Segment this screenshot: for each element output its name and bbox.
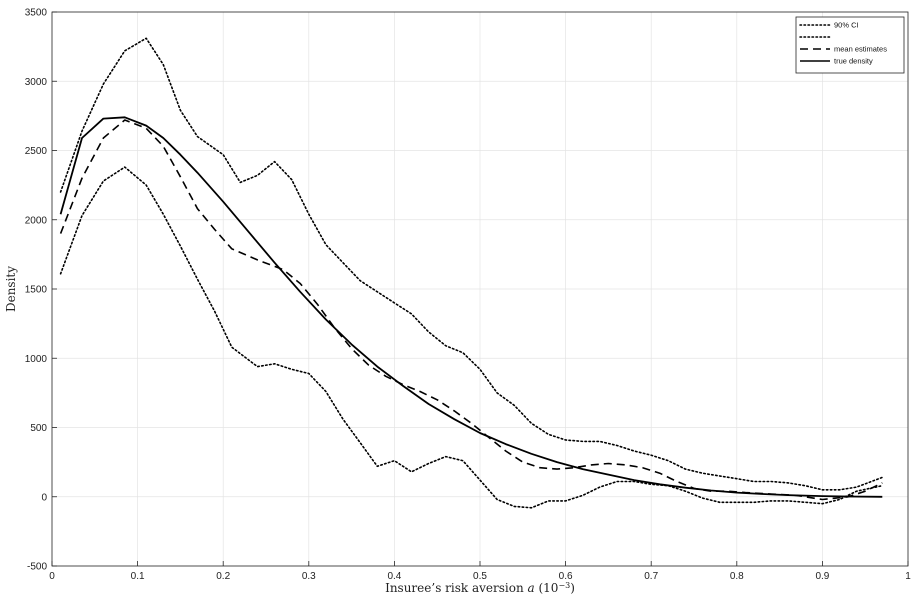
x-tick-label: 0.2 [216, 571, 230, 582]
x-axis-ticks: 0 0.1 0.2 0.3 0.4 0.5 0.6 0.7 0.8 0.9 1 [49, 561, 911, 582]
x-tick-label: 0.4 [387, 571, 401, 582]
y-tick-label: 3000 [25, 77, 48, 88]
x-tick-label: 0.6 [559, 571, 573, 582]
legend-label: 90% CI [834, 21, 859, 30]
x-tick-label: 0.8 [730, 571, 744, 582]
y-axis-ticks: -500 0 500 1000 1500 2000 2500 3000 3500 [25, 8, 57, 573]
y-tick-label: 1000 [25, 354, 48, 365]
x-tick-label: 0 [49, 571, 55, 582]
y-tick-label: 2000 [25, 215, 48, 226]
y-tick-label: 3500 [25, 8, 48, 19]
legend: 90% CI mean estimates true density [795, 16, 905, 74]
y-axis-title: Density [4, 266, 18, 312]
x-axis-title: Insuree’s risk aversion a (10−3) [385, 581, 575, 596]
y-tick-label: -500 [27, 562, 47, 573]
legend-box [795, 16, 905, 74]
legend-label: mean estimates [834, 45, 887, 54]
x-axis-title-exponent: −3 [558, 581, 570, 590]
x-axis-title-unit: (10 [535, 581, 559, 595]
series-line-2 [59, 166, 884, 509]
x-tick-label: 0.1 [131, 571, 145, 582]
y-tick-label: 0 [41, 492, 47, 503]
y-tick-label: 2500 [25, 146, 48, 157]
y-tick-label: 500 [30, 423, 47, 434]
x-tick-label: 0.5 [473, 571, 487, 582]
series-line-4 [59, 116, 883, 498]
legend-entries: 90% CI mean estimates true density [799, 21, 887, 66]
legend-label: true density [834, 57, 873, 66]
x-tick-label: 1 [905, 571, 911, 582]
x-axis-title-variable: a [528, 581, 535, 595]
series-line-1 [59, 37, 884, 491]
x-axis-title-unit-close: ) [570, 581, 575, 595]
y-tick-label: 1500 [25, 285, 48, 296]
x-tick-label: 0.7 [644, 571, 658, 582]
x-tick-label: 0.3 [302, 571, 316, 582]
series-lines [59, 37, 884, 509]
x-tick-label: 0.9 [815, 571, 829, 582]
x-axis-title-main: Insuree’s risk aversion [385, 581, 527, 595]
